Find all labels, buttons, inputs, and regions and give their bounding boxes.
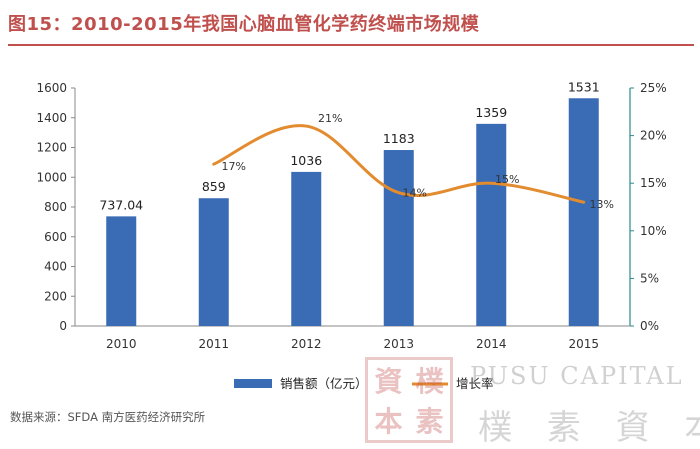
right-axis-tick-label: 5% xyxy=(640,271,659,285)
seal-char: 資 xyxy=(374,365,403,398)
bar-2013 xyxy=(383,150,414,326)
bar-2015 xyxy=(568,98,599,326)
growth-rate-label: 15% xyxy=(495,173,519,186)
growth-rate-label: 14% xyxy=(403,187,427,200)
legend-swatch-sales xyxy=(234,379,272,388)
watermark-chinese: 樸 素 資 本 xyxy=(478,408,700,448)
bar-2011 xyxy=(198,198,229,326)
left-axis-tick-label: 1200 xyxy=(36,141,67,155)
growth-rate-line xyxy=(212,124,586,204)
seal-char: 樸 xyxy=(415,365,444,398)
left-axis-tick-label: 1400 xyxy=(36,111,67,125)
bar-value-label: 1036 xyxy=(290,153,322,168)
legend-label-growth: 增长率 xyxy=(456,376,494,391)
bar-2014 xyxy=(476,123,507,326)
left-axis-tick-label: 1000 xyxy=(36,170,67,184)
right-axis-tick-label: 25% xyxy=(640,81,667,95)
watermark-english: PUSU CAPITAL xyxy=(470,362,684,390)
seal-char: 素 xyxy=(415,405,444,438)
bar-value-label: 1531 xyxy=(568,79,600,94)
right-axis-tick-label: 0% xyxy=(640,319,659,333)
right-axis-tick-label: 20% xyxy=(640,129,667,143)
left-axis-tick-label: 200 xyxy=(44,289,67,303)
bar-value-label: 1183 xyxy=(383,131,415,146)
figure-title: 图15：2010-2015年我国心脑血管化学药终端市场规模 xyxy=(8,14,480,35)
right-axis-tick-label: 10% xyxy=(640,224,667,238)
bar-2012 xyxy=(291,171,322,326)
left-axis-tick-label: 400 xyxy=(44,260,67,274)
left-axis-tick-label: 600 xyxy=(44,230,67,244)
title-divider xyxy=(8,44,694,46)
right-axis-tick-label: 15% xyxy=(640,176,667,190)
x-axis-tick-label: 2011 xyxy=(198,337,229,351)
source-note: 数据来源：SFDA 南方医药经济研究所 xyxy=(10,410,206,424)
left-axis-tick-label: 800 xyxy=(44,200,67,214)
x-axis-tick-label: 2012 xyxy=(291,337,322,351)
growth-rate-label: 21% xyxy=(318,112,342,125)
x-axis-tick-label: 2015 xyxy=(568,337,599,351)
bar-value-label: 1359 xyxy=(475,105,507,120)
x-axis-tick-label: 2014 xyxy=(476,337,507,351)
bar-value-label: 859 xyxy=(202,179,226,194)
left-axis-tick-label: 1600 xyxy=(36,81,67,95)
watermark-seal: 資 樸 本 素 xyxy=(365,357,453,443)
x-axis-tick-label: 2010 xyxy=(106,337,137,351)
legend-label-sales: 销售额（亿元） xyxy=(280,376,368,391)
left-axis-tick-label: 0 xyxy=(59,319,67,333)
growth-rate-label: 17% xyxy=(222,160,246,173)
bar-2010 xyxy=(106,216,137,326)
growth-rate-label: 13% xyxy=(590,198,614,211)
x-axis-tick-label: 2013 xyxy=(383,337,414,351)
bar-value-label: 737.04 xyxy=(99,197,143,212)
seal-char: 本 xyxy=(374,405,403,438)
